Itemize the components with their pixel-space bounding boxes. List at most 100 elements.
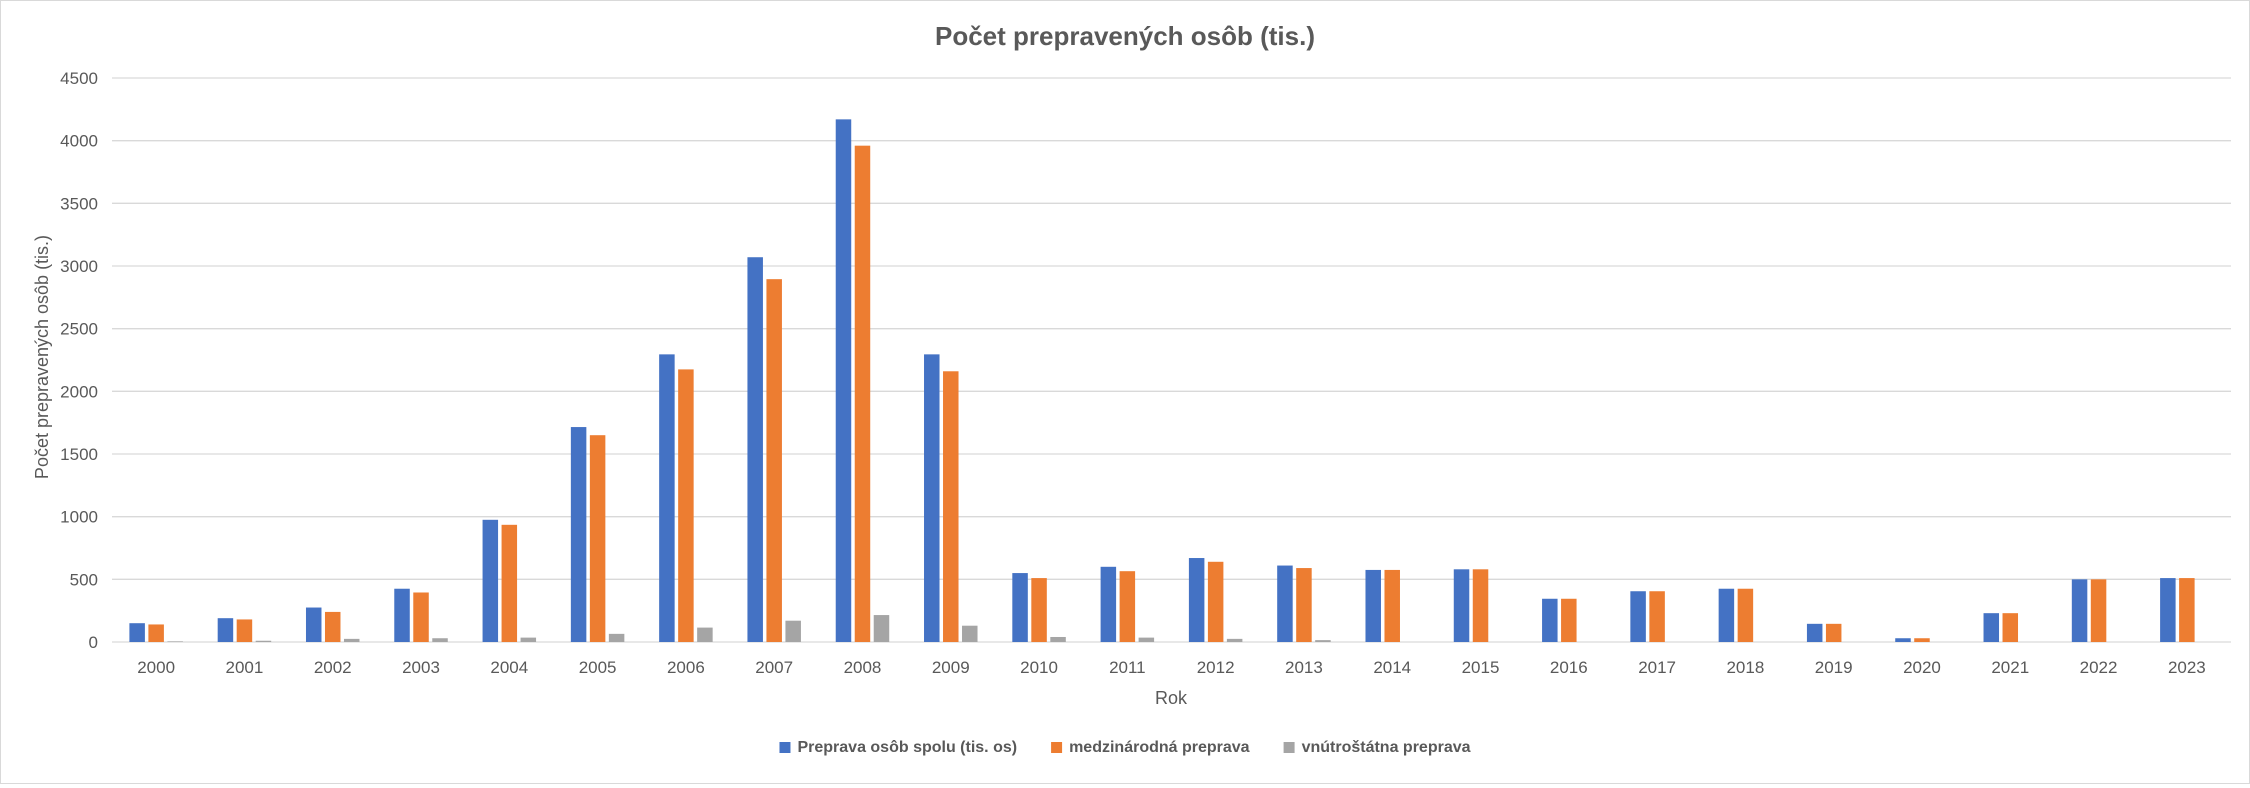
bar-series-1-2014 (1365, 569, 1381, 642)
bar-series-1-2006 (659, 354, 675, 642)
bar-series-2-2002 (324, 611, 341, 642)
x-tick-label: 2008 (844, 658, 882, 677)
bar-series-2-2023 (2179, 578, 2195, 642)
bar-series-3-2012 (1226, 638, 1243, 642)
bar-series-1-2019 (1806, 623, 1823, 642)
x-tick-label: 2020 (1903, 658, 1941, 677)
bar-series-2-2010 (1031, 578, 1047, 642)
bar-series-3-2009 (962, 625, 978, 642)
y-axis-label: Počet prepravených osôb (tis.) (32, 235, 52, 479)
bar-series-1-2000 (129, 623, 145, 642)
x-axis-ticks: 2000 2001 2002 2003 2004 2005 2006 2007 2008 2009… (137, 658, 2206, 677)
bar-series-2-2009 (943, 371, 959, 642)
x-tick-label: 2000 (137, 658, 175, 677)
legend-label-1: Preprava osôb spolu (tis. os) (797, 739, 1017, 756)
bar-series-1-2005 (570, 427, 587, 642)
bar-series-1-2022 (2071, 579, 2088, 642)
x-tick-label: 2007 (755, 658, 793, 677)
bar-series-1-2012 (1188, 558, 1205, 642)
legend-label-3: vnútroštátna preprava (1302, 739, 1471, 756)
y-tick-label: 1500 (60, 445, 98, 464)
x-tick-label: 2009 (932, 658, 970, 677)
bar-series-1-2015 (1453, 569, 1470, 642)
legend-swatch-3 (1283, 742, 1295, 753)
bar-series-2-2016 (1561, 598, 1577, 642)
bar-series-1-2016 (1542, 598, 1558, 642)
x-tick-label: 2022 (2080, 658, 2118, 677)
bar-series-2-2007 (766, 279, 782, 642)
y-tick-label: 2000 (60, 382, 98, 401)
bar-series-3-2000 (167, 641, 183, 642)
bar-series-2-2015 (1472, 569, 1489, 642)
y-tick-label: 0 (89, 633, 98, 652)
legend-swatch-2 (1051, 742, 1063, 753)
bar-series-3-2005 (608, 633, 625, 642)
legend-label-2: medzinárodná preprava (1069, 739, 1250, 756)
bar-series-3-2013 (1315, 640, 1331, 642)
bar-series-1-2007 (747, 257, 763, 642)
bar-series-1-2023 (2160, 578, 2176, 642)
bar-series-2-2022 (2090, 579, 2107, 642)
bar-series-2-2021 (2002, 613, 2019, 642)
x-tick-label: 2003 (402, 658, 440, 677)
x-tick-label: 2014 (1373, 658, 1411, 677)
bar-series-3-2002 (343, 638, 360, 642)
x-tick-label: 2018 (1726, 658, 1764, 677)
bar-series-2-2004 (501, 524, 518, 642)
bar-series-1-2003 (394, 588, 410, 642)
bar-series-2-2019 (1825, 623, 1842, 642)
bar-series-1-2021 (1983, 613, 2000, 642)
x-tick-label: 2004 (490, 658, 528, 677)
bar-series-3-2004 (520, 637, 537, 642)
bar-series-2-2018 (1737, 588, 1754, 642)
bar-series-2-2006 (678, 369, 694, 642)
x-tick-label: 2019 (1815, 658, 1853, 677)
bar-series-1-2009 (924, 354, 940, 642)
bar-series-2-2012 (1207, 561, 1224, 642)
bar-series-3-2010 (1050, 636, 1066, 642)
y-tick-label: 3000 (60, 257, 98, 276)
y-tick-label: 2500 (60, 320, 98, 339)
y-axis-ticks: 0 500 1000 1500 2000 2500 3000 3500 4000 4500 (60, 69, 98, 652)
chart-title: Počet prepravených osôb (tis.) (935, 21, 1315, 51)
bar-series-1-2001 (217, 618, 234, 642)
gridlines (112, 77, 2231, 643)
bar-series-1-2004 (482, 519, 499, 642)
bar-series-1-2002 (305, 607, 322, 642)
x-tick-label: 2021 (1991, 658, 2029, 677)
bar-series-3-2008 (873, 615, 890, 642)
bar-series-1-2011 (1100, 566, 1117, 642)
y-tick-label: 4500 (60, 69, 98, 88)
bar-series-3-2001 (255, 640, 272, 642)
bar-series-2-2008 (854, 145, 871, 642)
x-tick-label: 2001 (226, 658, 264, 677)
bar-series-2-2017 (1649, 591, 1665, 642)
x-tick-label: 2013 (1285, 658, 1323, 677)
x-tick-label: 2012 (1197, 658, 1235, 677)
x-tick-label: 2023 (2168, 658, 2206, 677)
bar-series-1-2010 (1012, 573, 1028, 642)
bar-series-2-2001 (236, 619, 253, 642)
legend-swatch-1 (779, 742, 791, 753)
bar-series-2-2005 (589, 435, 606, 642)
x-tick-label: 2011 (1109, 658, 1146, 677)
bar-series-3-2007 (785, 620, 801, 642)
bar-series-2-2011 (1119, 571, 1136, 642)
bars (129, 119, 2195, 643)
bar-series-1-2013 (1277, 565, 1293, 642)
x-tick-label: 2002 (314, 658, 352, 677)
bar-series-1-2008 (835, 119, 852, 643)
bar-series-3-2011 (1138, 637, 1155, 642)
y-tick-label: 1000 (60, 508, 98, 527)
x-tick-label: 2017 (1638, 658, 1676, 677)
bar-series-3-2003 (432, 638, 448, 642)
bar-series-1-2020 (1895, 638, 1911, 642)
x-tick-label: 2010 (1020, 658, 1058, 677)
y-tick-label: 4000 (60, 132, 98, 151)
legend: Preprava osôb spolu (tis. os) medzinárodn… (779, 739, 1471, 756)
y-tick-label: 3500 (60, 194, 98, 213)
bar-series-2-2020 (1914, 638, 1930, 642)
bar-series-2-2003 (413, 592, 429, 642)
